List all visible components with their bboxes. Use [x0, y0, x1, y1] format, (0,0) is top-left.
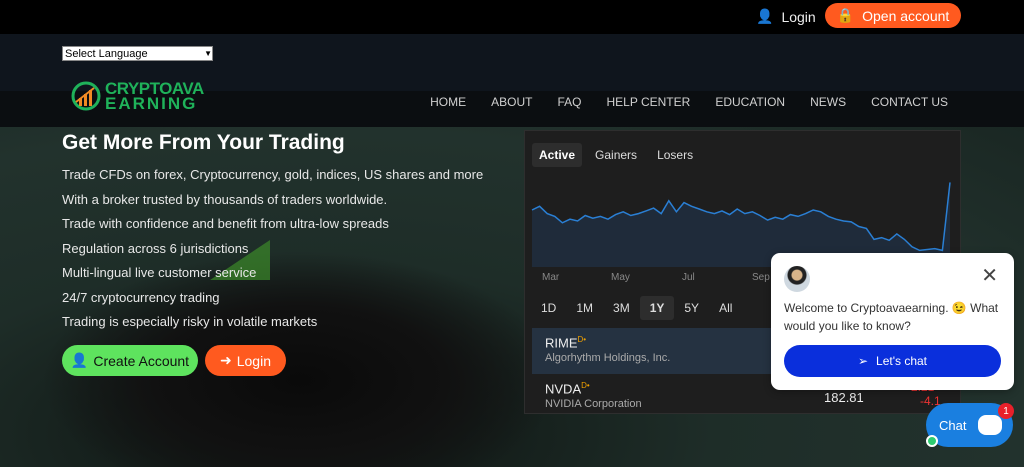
open-account-label: Open account — [862, 7, 950, 24]
nav-about[interactable]: ABOUT — [491, 95, 533, 109]
main-nav: HOME ABOUT FAQ HELP CENTER EDUCATION NEW… — [430, 95, 948, 109]
logo[interactable]: CRYPTOAVA EARNING — [70, 80, 204, 112]
month-label: Mar — [542, 272, 560, 283]
feature-line: Trading is especially risky in volatile … — [62, 314, 318, 329]
chat-label: Chat — [939, 417, 967, 433]
ticker-flag: D — [581, 381, 587, 390]
hero-features: Trade CFDs on forex, Cryptocurrency, gol… — [62, 163, 502, 335]
widget-tabs: Active Gainers Losers — [532, 143, 700, 167]
login-label: Login — [781, 8, 816, 25]
range-1y[interactable]: 1Y — [639, 296, 675, 320]
range-3m[interactable]: 3M — [613, 301, 630, 315]
price-chart — [531, 182, 951, 267]
tab-losers[interactable]: Losers — [657, 148, 694, 162]
nav-faq[interactable]: FAQ — [557, 95, 582, 109]
nav-home[interactable]: HOME — [430, 95, 467, 109]
chat-bubble-icon — [978, 415, 1003, 435]
logo-line1: CRYPTOAVA — [105, 79, 204, 98]
hero-login-label: Login — [236, 352, 271, 369]
lets-chat-button[interactable]: ➢ Let's chat — [784, 345, 1001, 377]
range-1m[interactable]: 1M — [576, 301, 594, 315]
range-1d[interactable]: 1D — [541, 301, 557, 315]
hero-login-button[interactable]: ➜ Login — [205, 345, 286, 376]
create-account-button[interactable]: 👤 Create Account — [62, 345, 198, 376]
language-select[interactable]: Select Language ▼ — [62, 46, 213, 61]
decorative-arrow — [210, 240, 270, 280]
feature-line: Trade with confidence and benefit from u… — [62, 216, 389, 231]
welcome-message: Welcome to Cryptoavaearning. 😉 What woul… — [784, 301, 999, 333]
close-icon[interactable]: ✕ — [981, 265, 998, 287]
chart-area — [532, 182, 950, 267]
ticker-company: NVIDIA Corporation — [545, 398, 642, 411]
language-select-value: Select Language — [65, 47, 148, 60]
range-5y[interactable]: 5Y — [684, 301, 700, 315]
agent-avatar — [784, 266, 810, 292]
feature-line: Trade CFDs on forex, Cryptocurrency, gol… — [62, 167, 484, 207]
create-account-label: Create Account — [93, 352, 190, 369]
chevron-down-icon: ▼ — [204, 49, 212, 58]
chart-line — [531, 182, 951, 252]
chat-popup: ✕ Welcome to Cryptoavaearning. 😉 What wo… — [771, 253, 1014, 390]
send-icon: ➢ — [857, 354, 869, 368]
ticker-symbol: RIME — [545, 335, 578, 351]
nav-news[interactable]: NEWS — [810, 95, 847, 109]
open-account-button[interactable]: 🔒 Open account — [825, 3, 961, 28]
range-all[interactable]: All — [719, 301, 733, 315]
feature-line: Multi-lingual live customer service — [62, 265, 257, 280]
user-icon: 👤 — [70, 352, 89, 368]
nav-contact-us[interactable]: CONTACT US — [871, 95, 948, 109]
language-bar — [0, 34, 1024, 91]
online-status-dot — [926, 435, 938, 447]
tab-active[interactable]: Active — [532, 143, 583, 167]
logo-icon — [71, 81, 101, 111]
hero-title: Get More From Your Trading — [62, 131, 345, 154]
lets-chat-label: Let's chat — [876, 354, 928, 368]
tab-gainers[interactable]: Gainers — [595, 148, 638, 162]
ticker-price: 182.81 — [824, 390, 864, 405]
range-selector: 1D 1M 3M 1Y 5Y All — [531, 296, 742, 320]
ticker-symbol: NVDA — [545, 381, 582, 397]
sign-in-icon: ➜ — [220, 352, 232, 368]
nav-help-center[interactable]: HELP CENTER — [606, 95, 691, 109]
feature-line: 24/7 cryptocurrency trading — [62, 289, 220, 305]
user-icon: 👤 — [756, 8, 774, 24]
ticker-company: Algorhythm Holdings, Inc. — [545, 352, 671, 365]
unread-badge: 1 — [998, 403, 1014, 419]
lock-icon: 🔒 — [836, 7, 855, 23]
month-label: Sep — [752, 272, 770, 283]
month-label: Jul — [682, 272, 695, 283]
nav-education[interactable]: EDUCATION — [715, 95, 786, 109]
nav-bar — [0, 91, 1024, 127]
ticker-change-pct: -4.1 — [920, 394, 941, 408]
ticker-flag: D — [577, 335, 584, 344]
feature-line: Regulation across 6 jurisdictions — [62, 240, 249, 256]
month-label: May — [611, 272, 630, 283]
top-login-link[interactable]: 👤 Login — [756, 8, 816, 25]
logo-line2: EARNING — [105, 94, 198, 113]
